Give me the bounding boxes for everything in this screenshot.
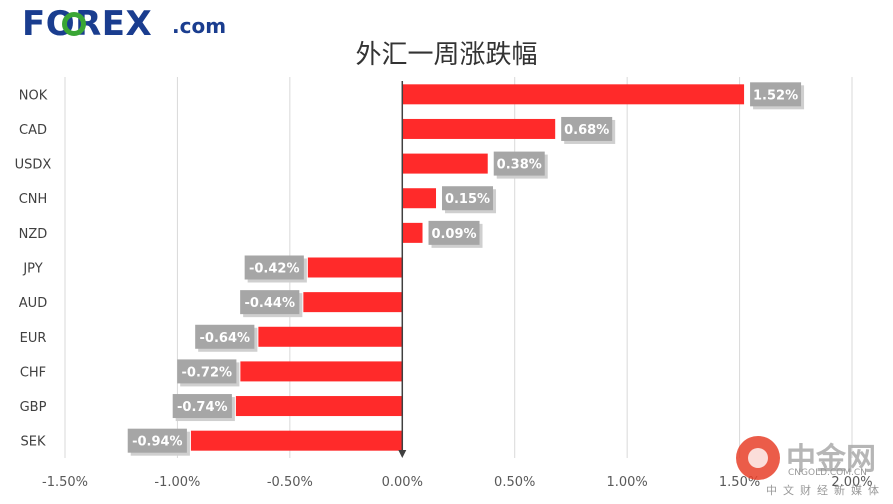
bar: [402, 188, 437, 209]
data-label-box: [493, 151, 545, 176]
cngold-watermark: 中金网 CNGOLD.COM.CN 中文财经新媒体: [736, 430, 886, 500]
logo-ring-icon: [62, 12, 86, 36]
x-tick-label: 0.00%: [382, 475, 423, 490]
data-label-box: [442, 186, 494, 211]
category-label: CHF: [20, 365, 46, 380]
data-label: 0.09%: [431, 227, 476, 242]
data-label: 0.15%: [445, 192, 490, 207]
x-tick-label: 1.00%: [606, 475, 647, 490]
data-label-box: [750, 82, 802, 107]
watermark-domain: CNGOLD.COM.CN: [788, 468, 867, 478]
data-label: -0.72%: [182, 365, 233, 380]
x-tick-label: -1.50%: [42, 475, 88, 490]
data-label: 0.38%: [497, 158, 542, 173]
data-label: 1.52%: [753, 88, 798, 103]
logo-suffix: .com: [172, 14, 227, 38]
category-label: GBP: [20, 400, 47, 415]
watermark-brand: 中金网: [786, 442, 876, 477]
data-label-box: [561, 116, 613, 141]
bar: [402, 222, 423, 243]
bar: [240, 361, 403, 382]
category-label: USDX: [15, 158, 52, 173]
bar: [190, 430, 403, 451]
data-label-box: [244, 255, 304, 280]
axis-arrow-icon: [398, 450, 407, 458]
x-tick-label: -0.50%: [267, 475, 313, 490]
bar: [402, 84, 745, 105]
bar: [402, 153, 488, 174]
data-label: 0.68%: [564, 123, 609, 138]
data-label: -0.44%: [244, 296, 295, 311]
data-label-box: [428, 220, 480, 245]
bar: [303, 292, 403, 313]
bar: [258, 326, 403, 347]
data-label-box: [177, 359, 237, 384]
data-label: -0.94%: [132, 435, 183, 450]
x-tick-label: -1.00%: [154, 475, 200, 490]
category-label: CNH: [19, 192, 48, 207]
data-label-box: [195, 324, 255, 349]
data-label: -0.74%: [177, 400, 228, 415]
cngold-logo-icon: [736, 436, 780, 480]
chart-title: 外汇一周涨跌幅: [355, 40, 538, 70]
logo-wordmark: FOREX: [22, 4, 153, 44]
category-label: NOK: [19, 88, 48, 103]
bar: [235, 396, 403, 417]
watermark-slogan: 中文财经新媒体: [766, 484, 885, 497]
data-label: -0.42%: [249, 262, 300, 277]
category-label: NZD: [19, 227, 48, 242]
category-label: EUR: [20, 331, 47, 346]
category-label: CAD: [19, 123, 47, 138]
x-tick-label: 2.00%: [831, 475, 872, 490]
category-label: JPY: [22, 262, 42, 277]
data-label-box: [127, 428, 187, 453]
bar: [307, 257, 403, 278]
data-label-box: [172, 394, 232, 419]
bar: [402, 118, 556, 139]
category-label: AUD: [19, 296, 47, 311]
category-label: SEK: [21, 435, 46, 450]
data-label-box: [240, 290, 300, 315]
x-tick-label: 0.50%: [494, 475, 535, 490]
data-label: -0.64%: [200, 331, 251, 346]
